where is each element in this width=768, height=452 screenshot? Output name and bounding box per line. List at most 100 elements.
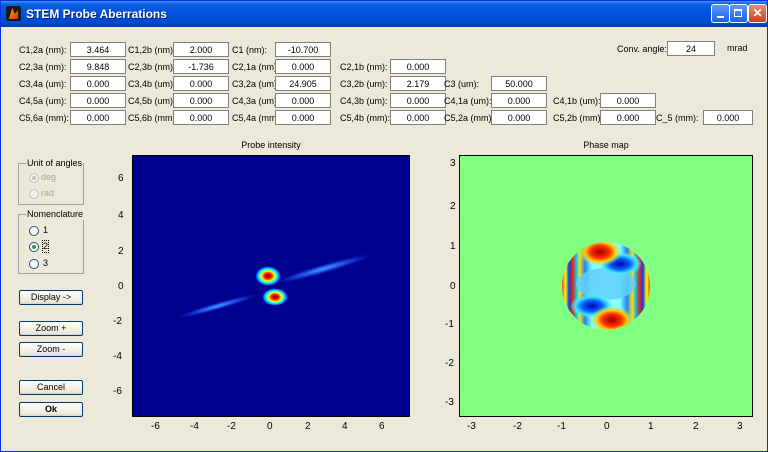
c52b-field[interactable] [600, 110, 656, 125]
c52a-field[interactable] [491, 110, 547, 125]
c32a-label: C3,2a (um): [232, 79, 280, 89]
probe-intensity-plot [132, 155, 410, 417]
phase-x-tick: -1 [557, 421, 566, 432]
c52a-label: C5,2a (mm): [444, 113, 495, 123]
phase-aperture [562, 242, 650, 330]
probe-x-tick: 6 [379, 421, 385, 432]
probe-lobe-lower [262, 288, 288, 306]
probe-y-tick: -4 [113, 351, 122, 362]
phase-map-image [460, 156, 752, 416]
c34b-label: C3,4b (um): [128, 79, 176, 89]
phase-y-tick: 3 [450, 158, 456, 169]
probe-y-tick: -6 [113, 386, 122, 397]
c32b-field[interactable] [390, 76, 446, 91]
zoom-out-button[interactable]: Zoom - [19, 342, 83, 357]
c41b-label: C4,1b (um): [553, 96, 601, 106]
c45b-field[interactable] [173, 93, 229, 108]
probe-streak-right [270, 253, 376, 285]
c34b-field[interactable] [173, 76, 229, 91]
probe-background [133, 156, 409, 416]
probe-y-tick: 6 [118, 173, 124, 184]
c21a-label: C2,1a (nm): [232, 62, 280, 72]
c12a-field[interactable] [70, 42, 126, 57]
c45a-field[interactable] [70, 93, 126, 108]
c3-label: C3 (um): [444, 79, 480, 89]
c54a-label: C5,4a (mm): [232, 113, 283, 123]
nomenclature-group: Nomenclature 1 2 3 [18, 209, 85, 274]
phase-y-tick: -2 [445, 358, 454, 369]
c5-field[interactable] [703, 110, 753, 125]
c1-label: C1 (nm): [232, 45, 268, 55]
c45b-label: C4,5b (um): [128, 96, 176, 106]
phase-map-plot [459, 155, 753, 417]
title-bar[interactable]: STEM Probe Aberrations ✕ [1, 1, 767, 27]
probe-y-tick: 0 [118, 281, 124, 292]
c54b-label: C5,4b (mm): [340, 113, 391, 123]
probe-streak-left [174, 293, 262, 319]
c23b-field[interactable] [173, 59, 229, 74]
unit-of-angles-group: Unit of angles deg rad [18, 158, 84, 205]
deg-radio[interactable] [29, 173, 39, 183]
probe-y-tick: 4 [118, 210, 124, 221]
c12a-label: C1,2a (nm): [19, 45, 67, 55]
conv-angle-label: Conv. angle: [617, 44, 667, 54]
phase-x-tick: -2 [513, 421, 522, 432]
c34a-field[interactable] [70, 76, 126, 91]
phase-x-tick: 2 [693, 421, 699, 432]
phase-x-tick: 0 [604, 421, 610, 432]
display-button[interactable]: Display -> [19, 290, 83, 305]
c5-label: C_5 (mm): [656, 113, 699, 123]
conv-angle-field[interactable] [667, 41, 715, 56]
probe-x-tick: 2 [305, 421, 311, 432]
minimize-button[interactable] [711, 4, 730, 23]
c12b-field[interactable] [173, 42, 229, 57]
c45a-label: C4,5a (um): [19, 96, 67, 106]
c21b-label: C2,1b (nm): [340, 62, 388, 72]
close-button[interactable]: ✕ [748, 4, 767, 23]
probe-y-tick: 2 [118, 246, 124, 257]
phase-y-tick: -3 [445, 397, 454, 408]
cancel-button[interactable]: Cancel [19, 380, 83, 395]
c43a-field[interactable] [275, 93, 331, 108]
c32a-field[interactable] [275, 76, 331, 91]
c56b-field[interactable] [173, 110, 229, 125]
phase-x-tick: 3 [737, 421, 743, 432]
nomenclature-title: Nomenclature [26, 209, 85, 220]
zoom-in-button[interactable]: Zoom + [19, 321, 83, 336]
nomenclature-3-label: 3 [43, 258, 49, 268]
probe-intensity-image [133, 156, 409, 416]
rad-radio[interactable] [29, 189, 39, 199]
probe-x-tick: -2 [227, 421, 236, 432]
ok-button[interactable]: Ok [19, 402, 83, 417]
matlab-app-icon [6, 6, 21, 21]
c41a-field[interactable] [491, 93, 547, 108]
c23a-label: C2,3a (nm): [19, 62, 67, 72]
c54a-field[interactable] [275, 110, 331, 125]
c34a-label: C3,4a (um): [19, 79, 67, 89]
nomenclature-3-radio[interactable] [29, 259, 39, 269]
phase-plot-title: Phase map [583, 140, 629, 150]
c54b-field[interactable] [390, 110, 446, 125]
c3-field[interactable] [491, 76, 547, 91]
rad-radio-label: rad [41, 188, 55, 198]
nomenclature-2-radio[interactable] [29, 242, 39, 252]
maximize-button[interactable] [729, 4, 748, 23]
c1-field[interactable] [275, 42, 331, 57]
c56a-label: C5,6a (mm): [19, 113, 70, 123]
conv-angle-unit: mrad [727, 43, 748, 53]
c56b-label: C5,6b (mm): [128, 113, 179, 123]
probe-x-tick: 0 [267, 421, 273, 432]
c23b-label: C2,3b (nm): [128, 62, 176, 72]
c41b-field[interactable] [600, 93, 656, 108]
c56a-field[interactable] [70, 110, 126, 125]
phase-y-tick: -1 [445, 319, 454, 330]
c21a-field[interactable] [275, 59, 331, 74]
c23a-field[interactable] [70, 59, 126, 74]
c21b-field[interactable] [390, 59, 446, 74]
c43b-field[interactable] [390, 93, 446, 108]
c43a-label: C4,3a (um): [232, 96, 280, 106]
probe-x-tick: -4 [190, 421, 199, 432]
c52b-label: C5,2b (mm): [553, 113, 604, 123]
nomenclature-1-radio[interactable] [29, 226, 39, 236]
phase-y-tick: 0 [450, 281, 456, 292]
